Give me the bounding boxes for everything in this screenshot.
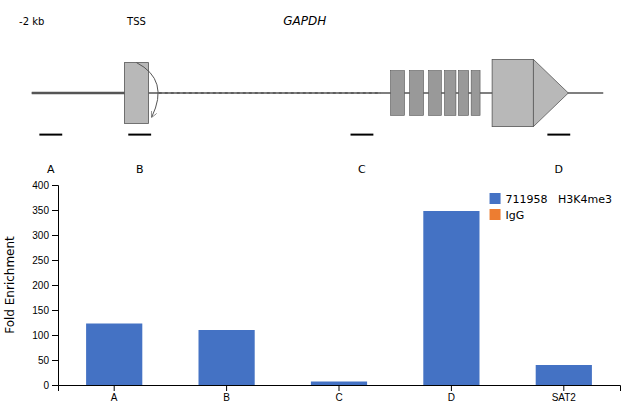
y-tick-mark — [52, 185, 58, 186]
y-axis-line — [52, 186, 59, 386]
x-tick-label: A — [111, 392, 118, 403]
exon — [391, 71, 405, 116]
chart: GAPDH TSS -2 kb A B C D 0 50 100 150 200 250 300 350 40… — [0, 0, 635, 413]
y-axis: 0 50 100 150 200 250 300 350 400 — [32, 180, 58, 391]
y-tick: 200 — [32, 280, 58, 291]
region-marker — [547, 134, 570, 136]
bar — [86, 324, 142, 386]
x-axis: A B C D SAT2 — [59, 385, 621, 403]
y-tick: 150 — [32, 305, 58, 316]
plot: 0 50 100 150 200 250 300 350 400 A B C D SAT2 Fold Enr… — [3, 180, 621, 403]
y-tick-mark — [52, 260, 58, 261]
y-tick: 300 — [32, 230, 58, 241]
x-tick: SAT2 — [552, 385, 577, 403]
kb-label: -2 kb — [19, 16, 44, 27]
region-label: C — [358, 163, 366, 176]
y-tick-label: 200 — [32, 280, 49, 291]
bar — [423, 211, 479, 385]
legend-item: 711958 H3K4me3 — [490, 193, 612, 206]
tss-box — [124, 63, 148, 124]
legend-swatch — [490, 209, 501, 220]
gene-diagram: GAPDH TSS -2 kb A B C D — [19, 14, 603, 176]
bar — [311, 382, 367, 386]
y-tick: 250 — [32, 255, 58, 266]
x-tick-label: SAT2 — [552, 392, 577, 403]
y-tick: 0 — [43, 380, 58, 391]
exon — [429, 71, 442, 116]
exon — [410, 71, 424, 116]
legend-label: IgG — [506, 209, 525, 222]
x-tick: A — [111, 385, 118, 403]
region-label: B — [136, 163, 144, 176]
x-tick-label: D — [448, 392, 455, 403]
x-tick-label: C — [335, 392, 342, 403]
y-tick-label: 300 — [32, 230, 49, 241]
last-exon — [492, 59, 533, 126]
legend-item: IgG — [490, 209, 525, 222]
legend: 711958 H3K4me3 IgG — [490, 193, 612, 222]
y-tick: 100 — [32, 330, 58, 341]
y-tick-label: 250 — [32, 255, 49, 266]
y-tick: 400 — [32, 180, 58, 191]
y-tick-mark — [52, 385, 58, 386]
y-tick-label: 0 — [43, 380, 49, 391]
exon — [471, 71, 480, 116]
region-marker — [128, 134, 151, 136]
region-marker — [39, 134, 62, 136]
y-tick-mark — [52, 285, 58, 286]
x-tick: D — [448, 385, 455, 403]
promoter — [32, 92, 140, 95]
exon — [458, 71, 468, 116]
y-tick-label: 100 — [32, 330, 49, 341]
tss-arrow — [137, 63, 159, 117]
x-tick-mark — [226, 385, 227, 391]
y-tick-label: 400 — [32, 180, 49, 191]
tss-label: TSS — [126, 16, 146, 27]
x-tick-mark — [339, 385, 340, 391]
x-tick: B — [223, 385, 230, 403]
region-marker — [351, 134, 374, 136]
y-tick: 350 — [32, 205, 58, 216]
y-tick-label: 350 — [32, 205, 49, 216]
bar — [199, 330, 255, 385]
terminal-arrow — [533, 59, 568, 126]
region-label: A — [47, 163, 55, 176]
y-tick: 50 — [38, 355, 58, 366]
y-tick-mark — [52, 235, 58, 236]
y-tick-mark — [52, 335, 58, 336]
y-tick-mark — [52, 360, 58, 361]
x-tick-mark — [563, 385, 564, 391]
exon — [445, 71, 456, 116]
y-tick-mark — [52, 210, 58, 211]
x-tick-mark — [114, 385, 115, 391]
x-tick-label: B — [223, 392, 230, 403]
x-tick: C — [335, 385, 342, 403]
x-axis-line — [59, 386, 621, 392]
y-tick-label: 50 — [38, 355, 50, 366]
bar — [536, 365, 592, 385]
y-tick-mark — [52, 310, 58, 311]
y-axis-title: Fold Enrichment — [3, 236, 17, 334]
gene-label: GAPDH — [283, 14, 326, 28]
legend-label: 711958 H3K4me3 — [506, 193, 612, 206]
y-tick-label: 150 — [32, 305, 49, 316]
intron — [159, 92, 381, 94]
region-label: D — [555, 163, 563, 176]
bars — [86, 211, 592, 385]
legend-swatch — [490, 193, 501, 204]
x-tick-mark — [451, 385, 452, 391]
